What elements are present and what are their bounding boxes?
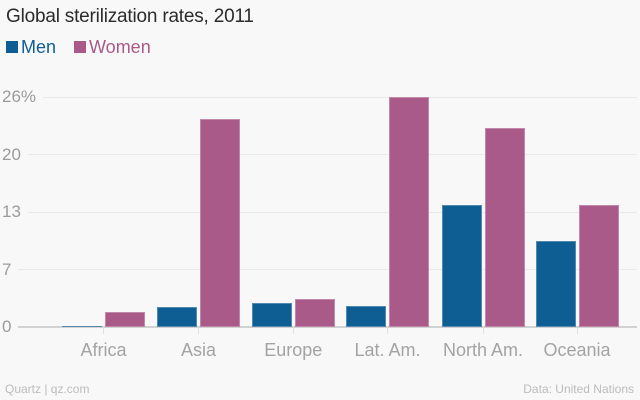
- y-axis-tick-label: 26%: [2, 87, 37, 107]
- bar-men-oceania: [535, 241, 576, 327]
- bar-women-north-am: [484, 128, 525, 327]
- bar-men-asia: [157, 307, 197, 327]
- category-tick: [103, 327, 104, 334]
- legend-item-women: Women: [74, 38, 151, 56]
- gridline-20: 20: [2, 144, 637, 164]
- category-tick: [292, 327, 294, 334]
- category-label-europe: Europe: [264, 340, 323, 360]
- bar-men-africa: [62, 326, 102, 327]
- y-axis-tick-label: 7: [2, 259, 12, 279]
- category-label-oceania: Oceania: [543, 340, 611, 360]
- legend-label-women: Women: [89, 37, 151, 57]
- category-tick: [198, 327, 199, 334]
- horizontal-gridline: [18, 269, 637, 271]
- horizontal-gridline: [27, 154, 637, 156]
- category-label-north-am: North Am.: [442, 340, 524, 360]
- x-axis-line: [18, 326, 637, 328]
- horizontal-gridline: [43, 96, 637, 98]
- bar-women-africa: [105, 312, 145, 327]
- legend-item-men: Men: [6, 38, 56, 56]
- horizontal-gridline: [27, 211, 637, 213]
- chart-title: Global sterilization rates, 2011: [6, 6, 254, 27]
- gridline-26: 26%: [2, 87, 637, 107]
- gridline-13: 13: [2, 202, 637, 222]
- y-axis-tick-label: 13: [2, 202, 21, 222]
- source-attribution: Quartz | qz.com: [5, 382, 90, 396]
- category-tick: [387, 327, 388, 334]
- category-label-lat-am: Lat. Am.: [354, 340, 421, 360]
- bar-men-lat-am: [346, 306, 386, 327]
- men-swatch-icon: [6, 41, 18, 53]
- legend: Men Women: [6, 37, 151, 57]
- category-label-africa: Africa: [80, 340, 127, 360]
- bar-men-north-am: [441, 205, 482, 327]
- category-tick: [482, 327, 484, 334]
- y-axis-tick-label: 20: [2, 144, 21, 164]
- bar-women-asia: [200, 119, 240, 327]
- data-source: Data: United Nations: [523, 382, 634, 396]
- bar-women-oceania: [578, 205, 619, 327]
- bar-men-europe: [251, 303, 292, 327]
- gridline-7: 7: [2, 259, 637, 279]
- category-tick: [576, 327, 578, 334]
- legend-label-men: Men: [21, 37, 57, 57]
- bar-women-europe: [294, 299, 335, 327]
- women-swatch-icon: [74, 41, 87, 53]
- category-label-asia: Asia: [180, 340, 216, 360]
- y-axis-tick-label: 0: [2, 317, 12, 336]
- bar-women-lat-am: [389, 97, 429, 327]
- gridline-0: 0: [2, 317, 637, 336]
